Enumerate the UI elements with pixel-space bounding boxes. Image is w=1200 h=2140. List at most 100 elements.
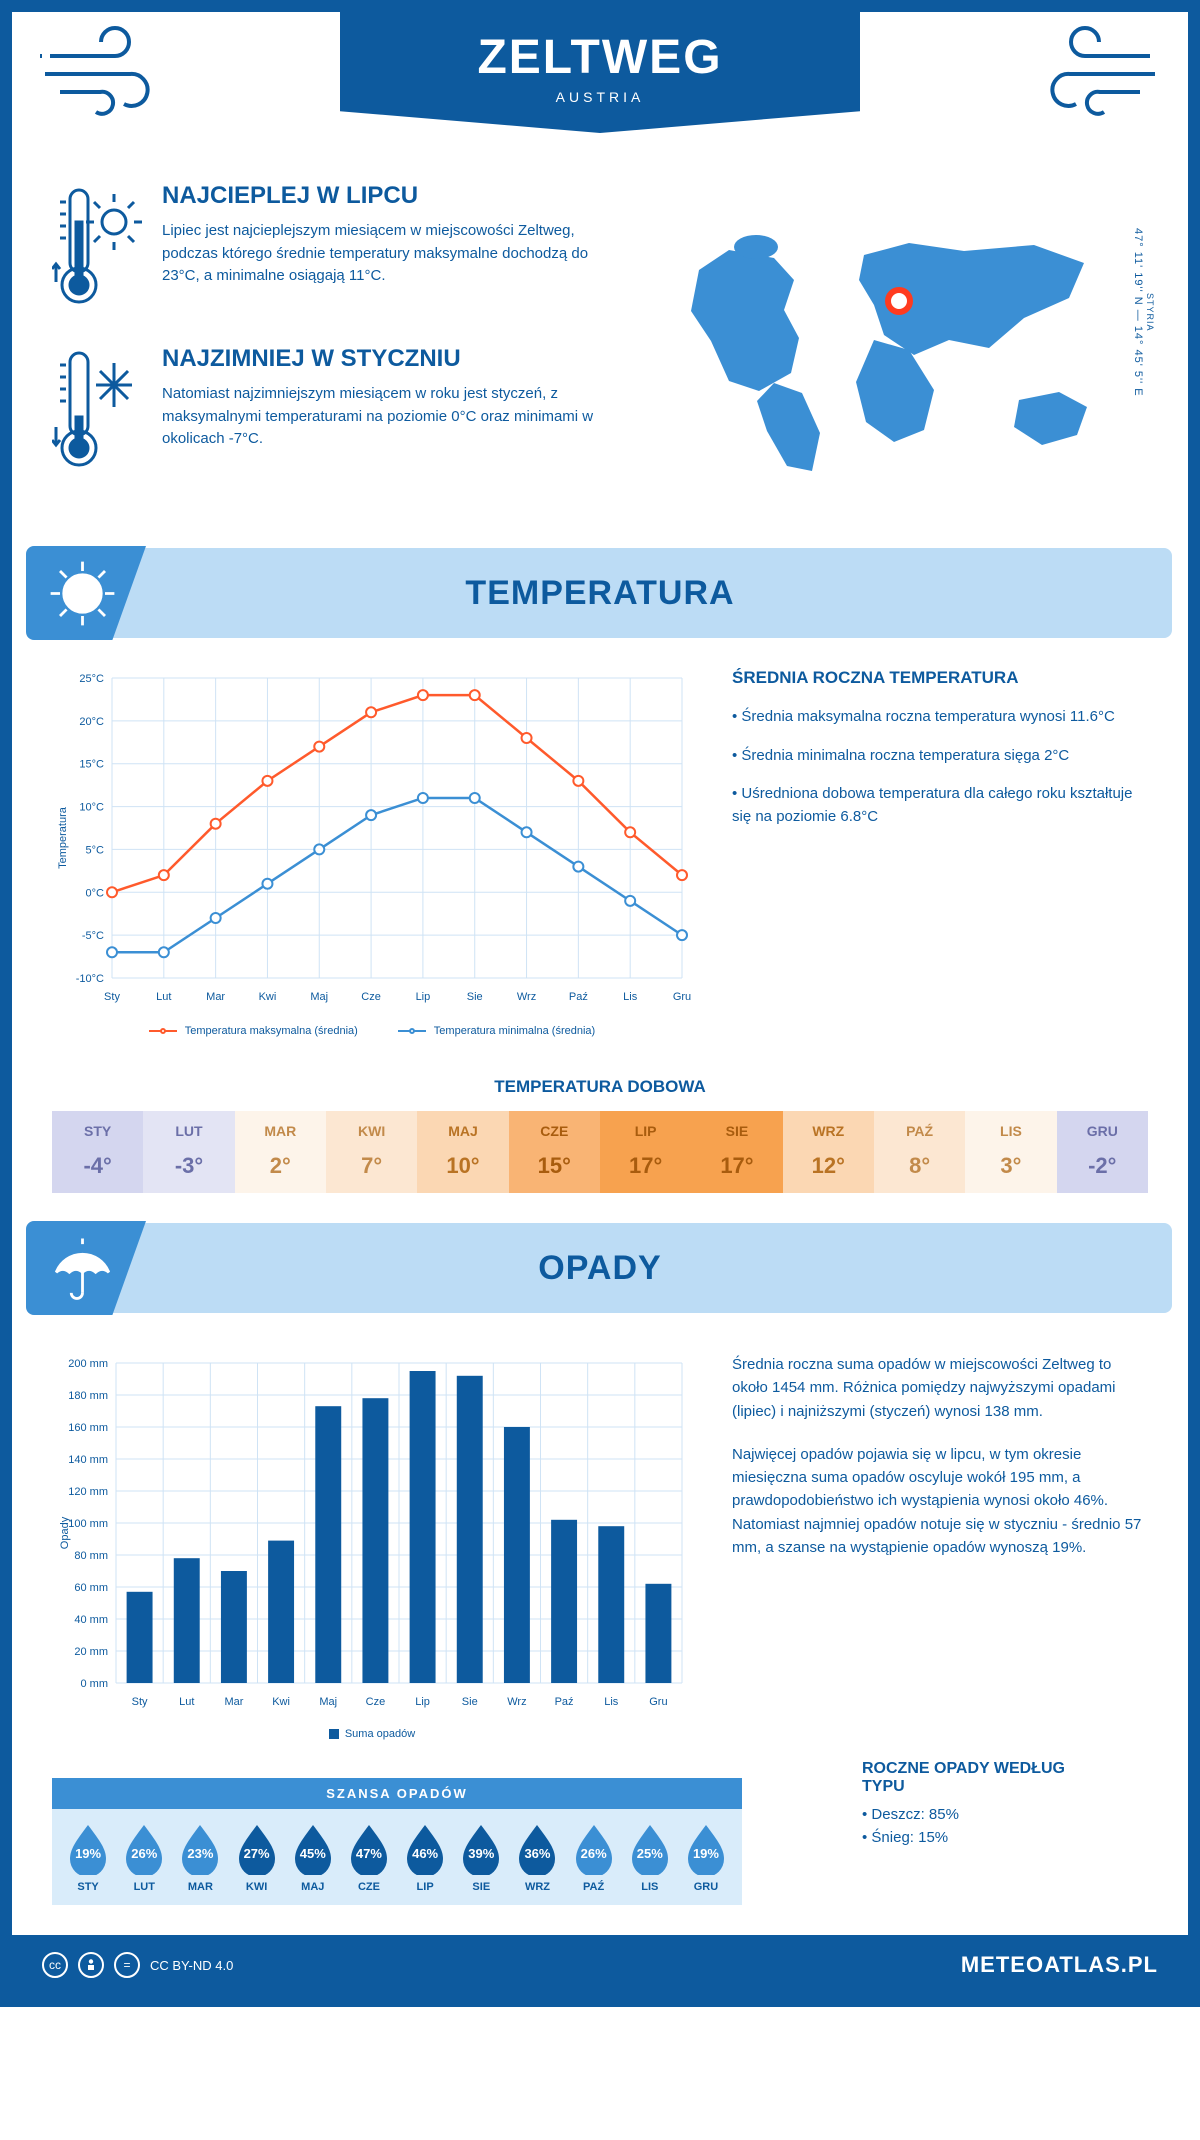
chance-drop: 47%CZE xyxy=(341,1823,397,1893)
precipitation-bar-chart: 0 mm20 mm40 mm60 mm80 mm100 mm120 mm140 … xyxy=(52,1353,692,1740)
svg-text:Paź: Paź xyxy=(569,991,588,1003)
thermometer-hot-icon xyxy=(52,182,142,317)
chance-drop: 36%WRZ xyxy=(509,1823,565,1893)
svg-text:Lip: Lip xyxy=(416,991,431,1003)
svg-text:Lis: Lis xyxy=(604,1696,619,1708)
svg-text:Mar: Mar xyxy=(206,991,225,1003)
svg-text:Sty: Sty xyxy=(104,991,120,1003)
header: ZELTWEG AUSTRIA xyxy=(12,12,1188,162)
precipitation-chance-strip: SZANSA OPADÓW 19%STY26%LUT23%MAR27%KWI45… xyxy=(52,1778,742,1905)
daily-temp-cell: PAŹ8° xyxy=(874,1111,965,1193)
warmest-title: NAJCIEPLEJ W LIPCU xyxy=(162,182,610,210)
svg-text:140 mm: 140 mm xyxy=(68,1454,108,1466)
svg-text:160 mm: 160 mm xyxy=(68,1422,108,1434)
daily-temp-cell: MAJ10° xyxy=(417,1111,508,1193)
svg-text:Mar: Mar xyxy=(224,1696,243,1708)
temp-bullet: • Średnia maksymalna roczna temperatura … xyxy=(732,706,1148,729)
svg-text:Temperatura: Temperatura xyxy=(57,806,69,869)
svg-text:0°C: 0°C xyxy=(86,887,105,899)
coldest-text: Natomiast najzimniejszym miesiącem w rok… xyxy=(162,383,610,451)
svg-text:0 mm: 0 mm xyxy=(81,1678,109,1690)
chance-drop: 26%PAŹ xyxy=(566,1823,622,1893)
svg-text:10°C: 10°C xyxy=(79,802,104,814)
daily-temp-cell: MAR2° xyxy=(235,1111,326,1193)
chance-drop: 23%MAR xyxy=(172,1823,228,1893)
cc-icon: cc xyxy=(42,1952,68,1978)
svg-text:Lut: Lut xyxy=(156,991,171,1003)
thermometer-cold-icon xyxy=(52,345,142,480)
daily-temp-cell: LIP17° xyxy=(600,1111,691,1193)
svg-text:Kwi: Kwi xyxy=(272,1696,290,1708)
svg-text:5°C: 5°C xyxy=(86,844,105,856)
daily-temp-cell: STY-4° xyxy=(52,1111,143,1193)
section-header-precipitation: OPADY xyxy=(28,1223,1172,1313)
svg-text:15°C: 15°C xyxy=(79,759,104,771)
svg-text:20°C: 20°C xyxy=(79,716,104,728)
daily-temp-cell: WRZ12° xyxy=(783,1111,874,1193)
daily-temp-cell: LUT-3° xyxy=(143,1111,234,1193)
chance-drop: 45%MAJ xyxy=(285,1823,341,1893)
by-icon xyxy=(78,1952,104,1978)
svg-text:Paź: Paź xyxy=(555,1696,574,1708)
legend-min: Temperatura minimalna (średnia) xyxy=(398,1025,595,1037)
svg-text:200 mm: 200 mm xyxy=(68,1358,108,1370)
svg-text:20 mm: 20 mm xyxy=(74,1646,108,1658)
svg-text:100 mm: 100 mm xyxy=(68,1518,108,1530)
chance-drop: 46%LIP xyxy=(397,1823,453,1893)
svg-text:Opady: Opady xyxy=(59,1516,71,1549)
chance-drop: 39%SIE xyxy=(453,1823,509,1893)
rain-paragraph-1: Średnia roczna suma opadów w miejscowośc… xyxy=(732,1353,1148,1423)
city-name: ZELTWEG xyxy=(340,30,860,85)
coldest-block: NAJZIMNIEJ W STYCZNIU Natomiast najzimni… xyxy=(52,345,610,480)
svg-text:Kwi: Kwi xyxy=(259,991,277,1003)
daily-temp-cell: LIS3° xyxy=(965,1111,1056,1193)
chance-drop: 19%STY xyxy=(60,1823,116,1893)
footer: cc = CC BY-ND 4.0 METEOATLAS.PL xyxy=(12,1935,1188,1995)
wind-icon xyxy=(1020,26,1160,121)
svg-text:25°C: 25°C xyxy=(79,673,104,685)
svg-text:Cze: Cze xyxy=(366,1696,386,1708)
rain-type-title: ROCZNE OPADY WEDŁUG TYPU xyxy=(862,1760,1108,1796)
svg-text:Lut: Lut xyxy=(179,1696,194,1708)
section-header-temperature: TEMPERATURA xyxy=(28,548,1172,638)
svg-text:Lip: Lip xyxy=(415,1696,430,1708)
svg-text:Sty: Sty xyxy=(132,1696,148,1708)
wind-icon xyxy=(40,26,180,121)
warmest-block: NAJCIEPLEJ W LIPCU Lipiec jest najcieple… xyxy=(52,182,610,317)
daily-temp-cell: GRU-2° xyxy=(1057,1111,1148,1193)
svg-text:Lis: Lis xyxy=(623,991,638,1003)
coordinates: STYRIA 47° 11' 19'' N — 14° 45' 5'' E xyxy=(1132,182,1156,442)
rain-paragraph-2: Najwięcej opadów pojawia się w lipcu, w … xyxy=(732,1443,1148,1559)
rain-type-item: • Deszcz: 85% xyxy=(862,1806,1108,1823)
svg-text:40 mm: 40 mm xyxy=(74,1614,108,1626)
site-name: METEOATLAS.PL xyxy=(961,1952,1158,1978)
temp-bullet: • Uśredniona dobowa temperatura dla całe… xyxy=(732,783,1148,828)
world-map xyxy=(664,215,1124,475)
country-name: AUSTRIA xyxy=(340,89,860,105)
svg-text:Sie: Sie xyxy=(462,1696,478,1708)
sun-icon xyxy=(26,546,146,640)
svg-text:Maj: Maj xyxy=(319,1696,337,1708)
daily-temp-title: TEMPERATURA DOBOWA xyxy=(12,1077,1188,1097)
svg-text:Wrz: Wrz xyxy=(507,1696,526,1708)
map-marker xyxy=(885,287,913,315)
svg-text:Wrz: Wrz xyxy=(517,991,536,1003)
daily-temp-cell: KWI7° xyxy=(326,1111,417,1193)
svg-text:60 mm: 60 mm xyxy=(74,1582,108,1594)
license-text: CC BY-ND 4.0 xyxy=(150,1958,233,1973)
daily-temp-cell: CZE15° xyxy=(509,1111,600,1193)
temp-bullet: • Średnia minimalna roczna temperatura s… xyxy=(732,745,1148,768)
svg-text:120 mm: 120 mm xyxy=(68,1486,108,1498)
temperature-line-chart: -10°C-5°C0°C5°C10°C15°C20°C25°CStyLutMar… xyxy=(52,668,692,1037)
coldest-title: NAJZIMNIEJ W STYCZNIU xyxy=(162,345,610,373)
umbrella-icon xyxy=(26,1221,146,1315)
svg-text:Cze: Cze xyxy=(361,991,381,1003)
svg-text:Sie: Sie xyxy=(467,991,483,1003)
chance-drop: 25%LIS xyxy=(622,1823,678,1893)
svg-text:Gru: Gru xyxy=(673,991,691,1003)
rain-type-item: • Śnieg: 15% xyxy=(862,1829,1108,1846)
chance-drop: 26%LUT xyxy=(116,1823,172,1893)
chance-drop: 19%GRU xyxy=(678,1823,734,1893)
chance-drop: 27%KWI xyxy=(229,1823,285,1893)
temp-aside-title: ŚREDNIA ROCZNA TEMPERATURA xyxy=(732,668,1148,688)
